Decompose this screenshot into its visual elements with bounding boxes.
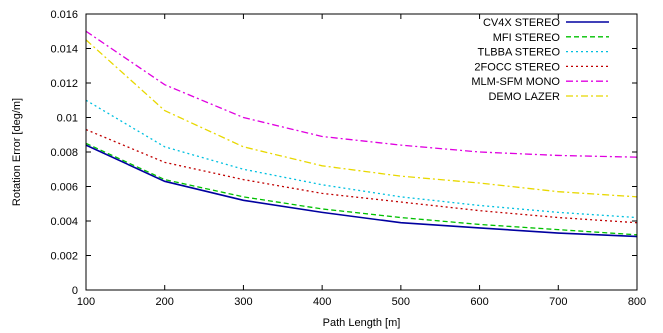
y-tick-label: 0.004 [50, 216, 78, 228]
y-axis-title: Rotation Error [deg/m] [11, 98, 23, 206]
x-tick-label: 500 [392, 296, 410, 308]
legend: CV4X STEREO MFI STEREO TLBBA STEREO 2FOCC S… [471, 17, 609, 103]
x-tick-label: 300 [234, 296, 252, 308]
series-line-4 [85, 128, 638, 224]
y-tick-label: 0.014 [50, 44, 78, 56]
y-tick-label: 0.016 [50, 9, 78, 21]
series-lines [85, 30, 638, 238]
legend-label: 2FOCC STEREO [474, 61, 560, 73]
series-line-3 [85, 99, 638, 219]
x-tick-label: 600 [470, 296, 488, 308]
legend-label: TLBBA STEREO [477, 47, 560, 59]
axis-ticks: 100 200 300 400 500 600 700 800 0 0.002 0.004 0.006… [50, 9, 646, 308]
legend-label: DEMO LAZER [488, 91, 560, 103]
y-tick-label: 0.002 [50, 251, 78, 263]
y-tick-label: 0.01 [57, 113, 78, 125]
y-tick-label: 0.008 [50, 147, 78, 159]
x-axis-title: Path Length [m] [323, 317, 401, 329]
x-tick-label: 100 [77, 296, 95, 308]
x-tick-label: 200 [156, 296, 174, 308]
series-line-2 [85, 142, 638, 236]
legend-label: MLM-SFM MONO [471, 76, 560, 88]
x-tick-label: 800 [628, 296, 646, 308]
plot-area [85, 13, 638, 291]
series-line-5 [85, 30, 638, 158]
x-tick-label: 400 [313, 296, 331, 308]
y-tick-label: 0.006 [50, 182, 78, 194]
y-tick-label: 0.012 [50, 78, 78, 90]
legend-label: MFI STEREO [493, 32, 561, 44]
x-tick-label: 700 [549, 296, 567, 308]
series-line-6 [85, 39, 638, 198]
legend-label: CV4X STEREO [483, 17, 560, 29]
y-tick-label: 0 [72, 285, 78, 297]
series-line-1 [85, 144, 638, 238]
